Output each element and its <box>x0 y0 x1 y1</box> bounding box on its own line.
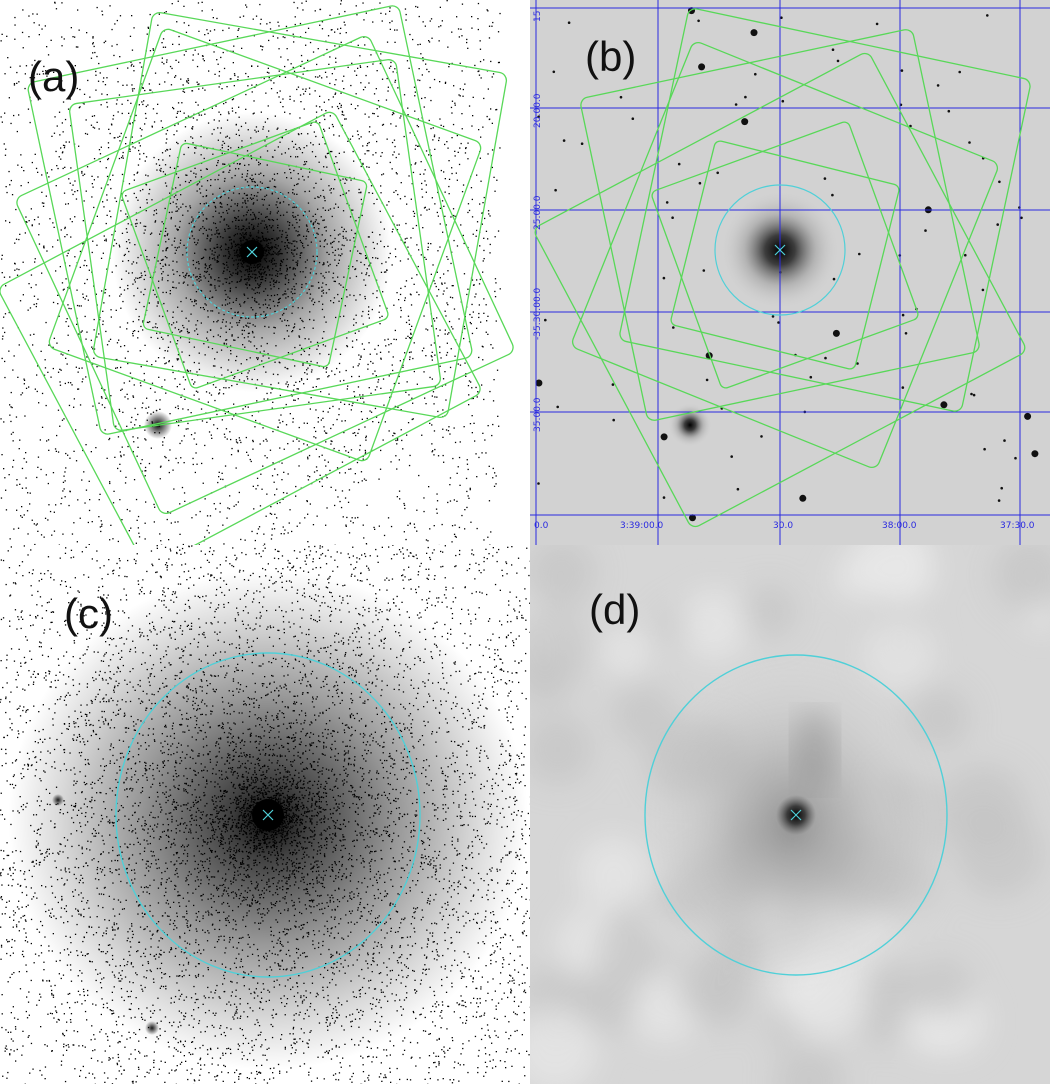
panel-a-xray-mosaic: (a) <box>0 0 530 545</box>
dec-label: 35:00.0 <box>533 397 543 432</box>
emission-filament <box>793 710 837 790</box>
ra-label: 30.0 <box>773 521 794 531</box>
aperture-circle <box>115 652 421 978</box>
panel-label-a: (a) <box>28 53 80 100</box>
pointing-box <box>142 142 368 368</box>
pointing-box <box>48 28 482 462</box>
ra-label: 0.0 <box>534 521 549 531</box>
aperture-circle <box>714 184 846 316</box>
dec-label: -35:30:00.0 <box>533 287 543 340</box>
dec-label: 15 <box>533 10 543 22</box>
panel-b-optical-image: 15 20:00.0 25:00.0 -35:30:00.0 35:00.0 0… <box>530 0 1050 545</box>
panel-d-smoothed-image: (d) <box>530 545 1050 1084</box>
pointing-box <box>69 59 441 431</box>
pointing-box <box>580 29 980 421</box>
ra-label: 3:39:00.0 <box>620 521 664 531</box>
xray-mosaic-image <box>0 0 514 545</box>
pointing-box <box>121 121 389 389</box>
center-marker <box>262 809 274 821</box>
panel-label-b: (b) <box>585 33 637 80</box>
center-marker <box>774 244 786 256</box>
panel-c-xray-zoom: (c) <box>0 545 530 1084</box>
pointing-box <box>619 8 1031 412</box>
pointing-box <box>651 121 919 389</box>
pointing-box <box>571 41 999 469</box>
field-stars <box>535 7 1039 522</box>
point-source <box>52 794 64 806</box>
ra-label: 37:30.0 <box>1000 521 1035 531</box>
center-marker <box>246 246 258 258</box>
pointing-footprints <box>0 5 514 545</box>
pointing-box <box>534 52 1026 528</box>
smoothed-image <box>530 545 1050 1084</box>
dec-label: 25:00.0 <box>533 195 543 230</box>
coordinate-grid <box>530 0 1050 545</box>
xray-zoom-image <box>0 545 530 1084</box>
point-source <box>145 1021 159 1035</box>
ra-label: 38:00.0 <box>882 521 917 531</box>
optical-image <box>530 0 1050 545</box>
pointing-box <box>670 140 900 370</box>
aperture-circle <box>186 186 318 318</box>
pointing-box <box>0 111 481 545</box>
center-marker <box>790 809 802 821</box>
panel-label-d: (d) <box>589 586 641 633</box>
pointing-box <box>16 35 514 515</box>
neighbor-galaxy <box>668 403 712 447</box>
pointing-box <box>92 12 508 418</box>
aperture-circle <box>644 654 948 976</box>
dec-label: 20:00.0 <box>533 93 543 128</box>
panel-label-c: (c) <box>64 590 113 637</box>
pointing-footprints <box>534 8 1031 528</box>
